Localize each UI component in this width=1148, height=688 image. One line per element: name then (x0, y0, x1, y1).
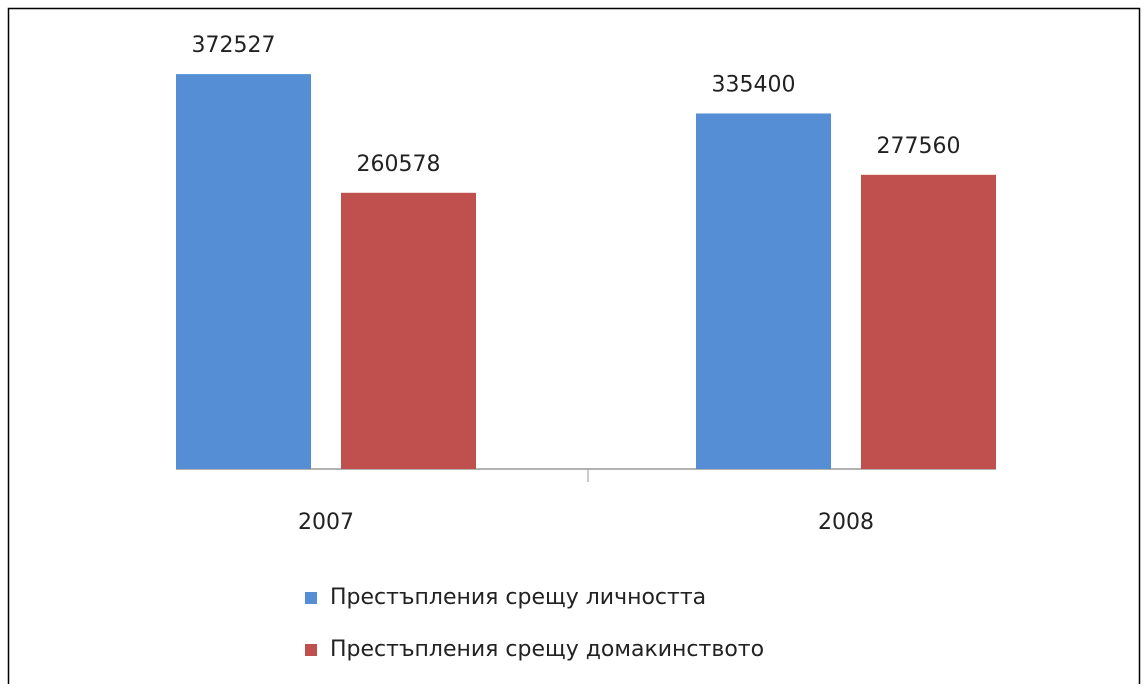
bar (341, 192, 476, 469)
value-label: 335400 (712, 72, 796, 97)
legend-label: Престъпления срещу личността (330, 585, 706, 610)
x-tick-label: 2008 (818, 510, 874, 535)
legend-swatch (305, 592, 317, 604)
bar (696, 113, 831, 469)
bar (176, 74, 311, 469)
value-label: 260578 (357, 152, 441, 177)
bar (861, 174, 996, 469)
chart-border (7, 7, 1141, 688)
legend-swatch (305, 644, 317, 656)
value-label: 277560 (877, 134, 961, 159)
value-label: 372527 (192, 33, 276, 58)
legend-label: Престъпления срещу домакинството (330, 637, 764, 662)
x-tick-label: 2007 (298, 510, 354, 535)
